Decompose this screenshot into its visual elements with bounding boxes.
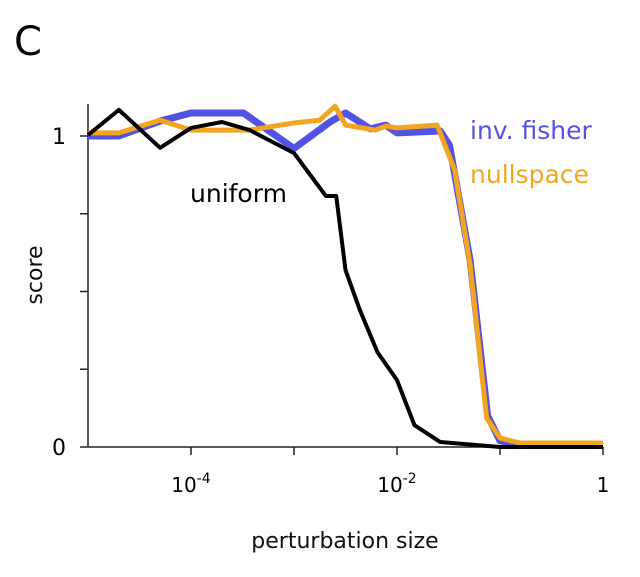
series-line-uniform bbox=[86, 107, 603, 449]
series-lines bbox=[86, 103, 603, 449]
legend-label-inv-fisher: inv. fisher bbox=[470, 116, 593, 145]
y-tick-label: 0 bbox=[52, 436, 66, 461]
x-tick-label: 1 bbox=[597, 473, 610, 497]
y-axis-label: score bbox=[23, 245, 48, 304]
x-tick-label: 10-4 bbox=[171, 471, 211, 497]
legend-label-uniform: uniform bbox=[190, 179, 287, 208]
x-tick-label: 10-2 bbox=[377, 471, 416, 497]
panel-label: C bbox=[14, 19, 42, 65]
y-tick-label: 1 bbox=[52, 125, 66, 150]
x-axis-label: perturbation size bbox=[251, 529, 438, 554]
legend-label-nullspace: nullspace bbox=[470, 160, 589, 189]
